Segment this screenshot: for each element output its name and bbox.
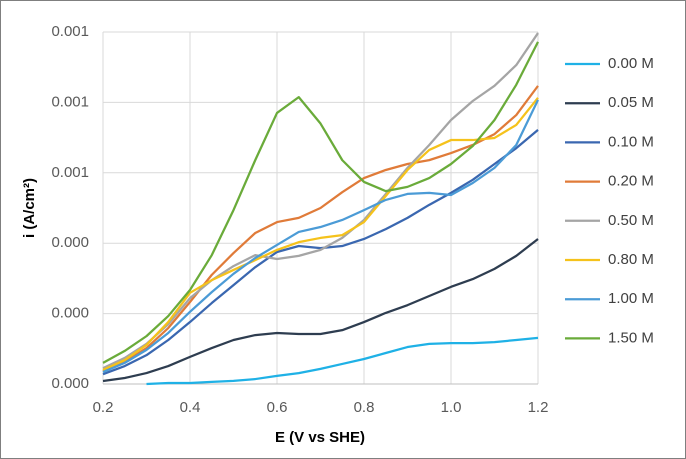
legend-label: 1.50 M	[608, 329, 654, 346]
x-tick-label: 0.4	[180, 399, 201, 416]
legend-label: 0.05 M	[608, 94, 654, 111]
legend-label: 0.10 M	[608, 133, 654, 150]
x-tick-label: 0.2	[93, 399, 114, 416]
x-tick-label: 1.2	[528, 399, 549, 416]
legend-label: 0.50 M	[608, 212, 654, 229]
series-line	[102, 238, 539, 383]
legend-label: 0.00 M	[608, 55, 654, 72]
y-tick-label: 0.001	[51, 93, 89, 110]
series-line	[146, 336, 539, 386]
y-axis-title: i (A/cm²)	[21, 178, 38, 238]
series-line	[102, 41, 540, 364]
y-tick-label: 0.000	[51, 234, 89, 251]
legend-label: 0.80 M	[608, 251, 654, 268]
series-line	[102, 85, 539, 373]
y-tick-label: 0.001	[51, 164, 89, 181]
x-tick-label: 1.0	[441, 399, 462, 416]
series-line	[102, 32, 539, 370]
legend-label: 1.00 M	[608, 290, 654, 307]
legend-label: 0.20 M	[608, 173, 654, 190]
y-tick-label: 0.001	[51, 23, 89, 40]
x-axis-title: E (V vs SHE)	[275, 429, 365, 446]
y-tick-label: 0.000	[51, 305, 89, 322]
series-line	[102, 99, 540, 374]
x-tick-label: 0.6	[267, 399, 288, 416]
series-line	[102, 128, 539, 376]
x-tick-label: 0.8	[354, 399, 375, 416]
y-tick-label: 0.000	[51, 375, 89, 392]
series-line	[102, 97, 539, 371]
